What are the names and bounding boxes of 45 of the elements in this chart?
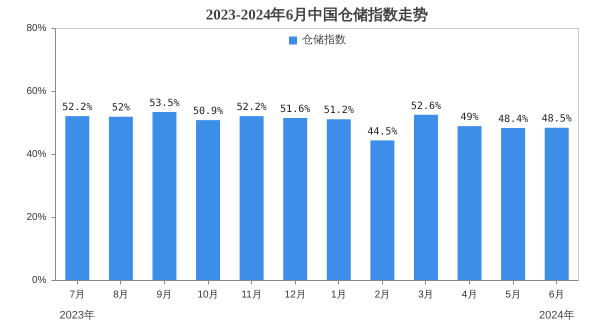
- bar: [458, 126, 482, 280]
- x-tick-label: 12月: [284, 290, 306, 300]
- text: 2023年: [60, 310, 96, 322]
- data-label: 51.2%: [324, 105, 354, 116]
- x-tick-label: 10月: [197, 290, 219, 300]
- bar: [370, 140, 394, 280]
- y-tick-label: 0%: [32, 275, 47, 286]
- data-label: 53.5%: [149, 98, 180, 109]
- x-tick-label: 5月: [505, 290, 521, 300]
- data-label: 52.2%: [236, 102, 267, 114]
- x-tick-label: 1月: [331, 290, 347, 300]
- y-tick-label: 20%: [26, 212, 47, 223]
- data-label: 52.6%: [410, 100, 442, 112]
- x-tick-label: 11月: [241, 290, 262, 300]
- data-label: 44.5%: [367, 126, 398, 138]
- bar: [326, 119, 351, 280]
- data-label: 48.5%: [542, 114, 572, 125]
- text: 2024年: [538, 310, 574, 322]
- bar: [501, 128, 526, 280]
- bar: [196, 120, 220, 280]
- bar: [544, 128, 569, 280]
- x-tick-label: 2月: [374, 290, 390, 300]
- data-label: 50.9%: [192, 106, 224, 118]
- y-tick-label: 80%: [26, 23, 47, 34]
- data-label: 49%: [460, 112, 479, 124]
- x-tick-label: 6月: [548, 290, 564, 300]
- y-tick-label: 40%: [26, 149, 47, 160]
- bar: [152, 112, 176, 280]
- bar: [240, 116, 264, 280]
- chart-title: 2023-2024年6月中国仓储指数走势: [206, 6, 428, 24]
- bar: [65, 116, 90, 280]
- x-tick-label: 4月: [462, 290, 478, 300]
- bar: [414, 114, 438, 280]
- bar: [283, 118, 308, 280]
- data-label: 52.2%: [62, 102, 92, 114]
- data-label: 51.6%: [280, 104, 310, 115]
- x-tick-label: 9月: [156, 290, 172, 300]
- data-label: 52%: [112, 102, 130, 114]
- y-tick-label: 60%: [26, 86, 47, 97]
- bar: [108, 116, 133, 280]
- x-tick-label: 3月: [418, 290, 434, 300]
- x-tick-label: 8月: [113, 290, 129, 300]
- legend-label: 仓储指数: [302, 33, 346, 47]
- x-tick-label: 7月: [70, 290, 86, 300]
- data-label: 48.4%: [498, 114, 528, 126]
